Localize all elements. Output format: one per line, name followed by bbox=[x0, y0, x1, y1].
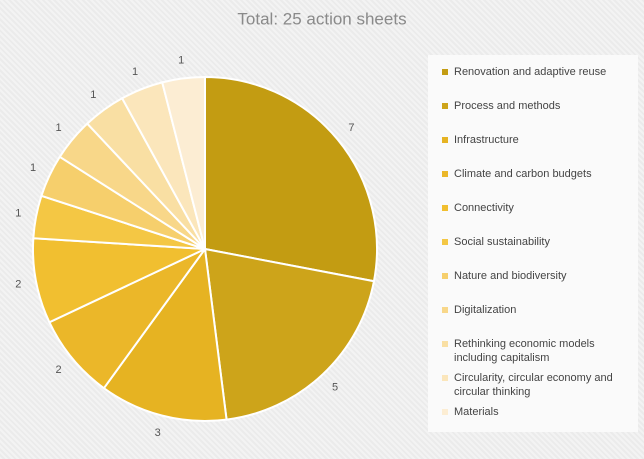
legend-label: Connectivity bbox=[454, 202, 514, 214]
legend-swatch bbox=[442, 205, 448, 211]
data-label: 1 bbox=[30, 162, 36, 174]
legend-swatch bbox=[442, 103, 448, 109]
legend-label: Social sustainability bbox=[454, 236, 550, 248]
legend-item: Climate and carbon budgets bbox=[442, 167, 626, 195]
data-label: 2 bbox=[15, 279, 21, 291]
legend-swatch bbox=[442, 171, 448, 177]
legend-label: Materials bbox=[454, 406, 499, 418]
data-label: 2 bbox=[56, 364, 62, 376]
data-label: 1 bbox=[90, 89, 96, 101]
legend-swatch bbox=[442, 137, 448, 143]
legend-item: Materials bbox=[442, 405, 626, 433]
data-label: 1 bbox=[15, 207, 21, 219]
pie-slice bbox=[204, 75, 378, 283]
legend-label: Infrastructure bbox=[454, 134, 519, 146]
chart-title: Total: 25 action sheets bbox=[237, 9, 406, 28]
pie-slice bbox=[161, 75, 206, 250]
legend-label: Digitalization bbox=[454, 304, 517, 316]
legend-swatch bbox=[442, 409, 448, 415]
legend-swatch bbox=[442, 307, 448, 313]
legend-item: Circularity, circular economy and circul… bbox=[442, 371, 626, 399]
pie-slice bbox=[203, 247, 376, 421]
legend-label: Nature and biodiversity bbox=[454, 270, 567, 282]
data-label: 7 bbox=[348, 122, 354, 134]
legend-label: Rethinking economic models including cap… bbox=[454, 338, 595, 364]
legend-label: Circularity, circular economy and circul… bbox=[454, 372, 613, 398]
legend-swatch bbox=[442, 69, 448, 75]
legend-label: Climate and carbon budgets bbox=[454, 168, 592, 180]
legend-item: Infrastructure bbox=[442, 133, 626, 161]
legend-item: Process and methods bbox=[442, 99, 626, 127]
data-label: 1 bbox=[132, 66, 138, 78]
legend-label: Process and methods bbox=[454, 100, 561, 112]
legend-swatch bbox=[442, 375, 448, 381]
legend-item: Rethinking economic models including cap… bbox=[442, 337, 626, 365]
legend-swatch bbox=[442, 341, 448, 347]
legend-label: Renovation and adaptive reuse bbox=[454, 66, 607, 78]
legend-item: Renovation and adaptive reuse bbox=[442, 65, 626, 93]
data-label: 3 bbox=[155, 427, 161, 439]
data-label: 5 bbox=[332, 381, 338, 393]
legend: Renovation and adaptive reuse Process and… bbox=[428, 55, 638, 432]
legend-swatch bbox=[442, 273, 448, 279]
legend-item: Social sustainability bbox=[442, 235, 626, 263]
legend-item: Digitalization bbox=[442, 303, 626, 331]
legend-item: Connectivity bbox=[442, 201, 626, 229]
legend-item: Nature and biodiversity bbox=[442, 269, 626, 297]
data-label: 1 bbox=[178, 54, 184, 66]
legend-swatch bbox=[442, 239, 448, 245]
pie-slice bbox=[102, 246, 228, 422]
data-label: 1 bbox=[56, 122, 62, 134]
